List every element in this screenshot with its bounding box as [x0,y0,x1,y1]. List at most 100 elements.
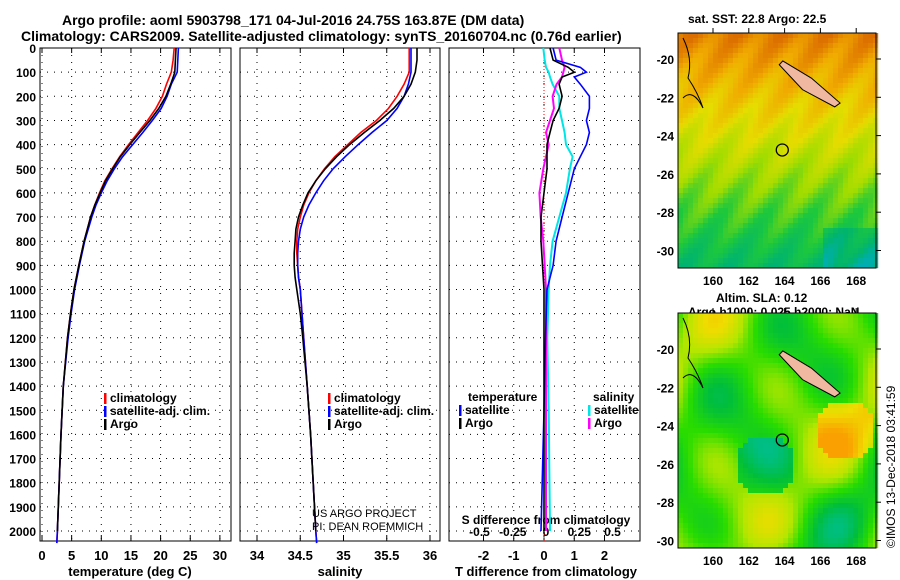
map-cell [838,198,844,204]
map-cell [698,373,704,379]
map-cell [768,203,774,209]
map-cell [733,313,739,319]
map-cell [778,263,784,269]
map-cell [703,458,709,464]
map-cell [803,383,809,389]
map-cell [718,458,724,464]
map-cell [738,218,744,224]
map-cell [793,428,799,434]
map-y-tick-label: -30 [657,535,675,549]
map-cell [833,188,839,194]
map-cell [848,243,854,249]
map-cell [778,313,784,319]
map-cell [783,163,789,169]
map-cell [848,98,854,104]
map-cell [763,468,769,474]
map-cell [708,123,714,129]
map-cell [708,538,714,544]
map-cell [858,448,864,454]
map-cell [858,98,864,104]
map-cell [783,488,789,494]
map-cell [833,253,839,259]
map-cell [828,88,834,94]
map-cell [723,113,729,119]
map-cell [828,233,834,239]
map-cell [728,158,734,164]
map-cell [703,238,709,244]
map-cell [683,38,689,44]
map-cell [773,203,779,209]
map-cell [838,178,844,184]
map-cell [783,123,789,129]
map-cell [703,533,709,539]
map-cell [783,73,789,79]
map-cell [728,378,734,384]
map-cell [868,243,874,249]
map-cell [713,438,719,444]
map-cell [763,343,769,349]
map-cell [708,363,714,369]
map-cell [793,388,799,394]
map-cell [713,63,719,69]
map-cell [693,373,699,379]
map-cell [733,108,739,114]
map-cell [738,143,744,149]
map-cell [713,108,719,114]
map-cell [758,363,764,369]
map-cell [743,113,749,119]
map-cell [808,198,814,204]
map-cell [853,43,859,49]
map-cell [718,68,724,74]
map-cell [703,113,709,119]
map-cell [758,508,764,514]
map-cell [728,488,734,494]
map-cell [698,408,704,414]
map-cell [678,108,684,114]
map-cell [723,508,729,514]
map-cell [868,113,874,119]
map-cell [683,198,689,204]
map-cell [738,153,744,159]
map-cell [698,188,704,194]
map-cell [813,483,819,489]
map-cell [718,493,724,499]
map-cell [863,408,869,414]
map-cell [823,233,829,239]
map-cell [688,93,694,99]
map-cell [808,203,814,209]
map-cell [753,233,759,239]
map-cell [773,338,779,344]
map-cell [678,508,684,514]
map-cell [703,323,709,329]
map-cell [728,368,734,374]
map-cell [758,448,764,454]
map-cell [778,498,784,504]
map-cell [808,223,814,229]
map-cell [863,33,869,39]
map-cell [733,373,739,379]
map-cell [808,448,814,454]
map-cell [848,263,854,269]
map-cell [708,63,714,69]
map-cell [743,488,749,494]
map-cell [723,498,729,504]
map-cell [678,448,684,454]
map-cell [813,313,819,319]
x-tick-label: 0 [38,548,45,563]
map-cell [848,128,854,134]
map-cell [778,508,784,514]
map-cell [748,313,754,319]
map-cell [828,83,834,89]
map-cell [848,78,854,84]
map-cell [828,408,834,414]
map-cell [848,373,854,379]
map-cell [748,193,754,199]
map-cell [753,503,759,509]
map-cell [698,413,704,419]
map-cell [713,263,719,269]
map-cell [848,148,854,154]
map-cell [788,498,794,504]
map-cell [813,433,819,439]
map-cell [863,153,869,159]
map-cell [743,463,749,469]
